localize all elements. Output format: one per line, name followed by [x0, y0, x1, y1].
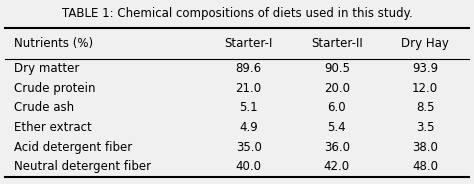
Text: 8.5: 8.5	[416, 101, 434, 114]
Text: Dry Hay: Dry Hay	[401, 37, 449, 50]
Text: Ether extract: Ether extract	[14, 121, 92, 134]
Text: TABLE 1: Chemical compositions of diets used in this study.: TABLE 1: Chemical compositions of diets …	[62, 7, 412, 20]
Text: Dry matter: Dry matter	[14, 62, 80, 75]
Text: 21.0: 21.0	[236, 82, 262, 95]
Text: 5.4: 5.4	[328, 121, 346, 134]
Text: 93.9: 93.9	[412, 62, 438, 75]
Text: Nutrients (%): Nutrients (%)	[14, 37, 93, 50]
Text: 89.6: 89.6	[236, 62, 262, 75]
Text: 36.0: 36.0	[324, 141, 350, 154]
Text: 3.5: 3.5	[416, 121, 434, 134]
Text: 12.0: 12.0	[412, 82, 438, 95]
Text: 35.0: 35.0	[236, 141, 262, 154]
Text: 90.5: 90.5	[324, 62, 350, 75]
Text: Crude protein: Crude protein	[14, 82, 96, 95]
Text: 5.1: 5.1	[239, 101, 258, 114]
Text: 6.0: 6.0	[328, 101, 346, 114]
Text: Starter-I: Starter-I	[224, 37, 273, 50]
Text: Acid detergent fiber: Acid detergent fiber	[14, 141, 132, 154]
Text: 38.0: 38.0	[412, 141, 438, 154]
Text: Starter-II: Starter-II	[311, 37, 363, 50]
Text: 42.0: 42.0	[324, 160, 350, 173]
Text: Crude ash: Crude ash	[14, 101, 74, 114]
Text: 48.0: 48.0	[412, 160, 438, 173]
Text: 20.0: 20.0	[324, 82, 350, 95]
Text: 40.0: 40.0	[236, 160, 262, 173]
Text: 4.9: 4.9	[239, 121, 258, 134]
Text: Neutral detergent fiber: Neutral detergent fiber	[14, 160, 151, 173]
